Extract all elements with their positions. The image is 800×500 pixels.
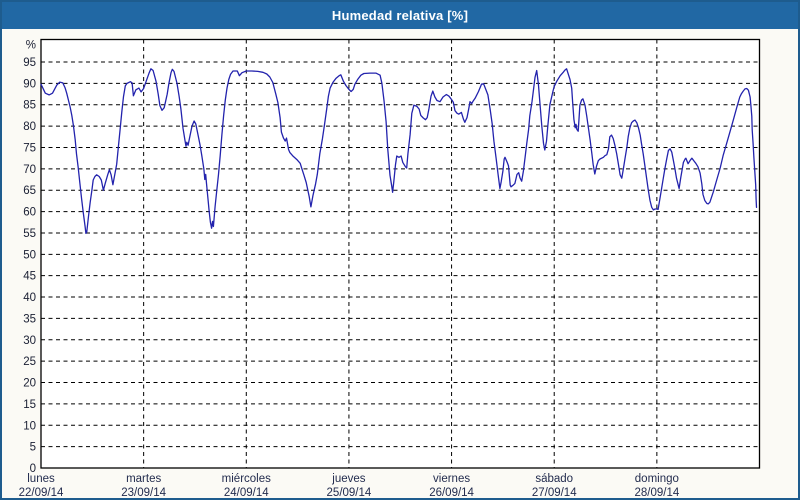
x-axis-date-label: 28/09/14 [634,487,679,498]
chart-title: Humedad relativa [%] [331,8,469,23]
y-tick-label: 80 [23,121,36,133]
y-tick-label: 25 [23,356,36,368]
y-tick-label: 0 [30,463,36,475]
x-axis-day-label: sábado [535,473,573,485]
x-axis-date-label: 24/09/14 [224,487,269,498]
y-tick-label: 20 [23,378,36,390]
y-tick-label: 90 [23,78,36,90]
x-axis-date-label: 27/09/14 [532,487,577,498]
y-tick-label: 75 [23,142,36,154]
x-axis-day-label: martes [126,473,161,485]
x-axis-date-label: 26/09/14 [429,487,474,498]
y-tick-label: 5 [30,442,36,454]
y-tick-label: 40 [23,292,36,304]
y-tick-label: 45 [23,271,36,283]
y-tick-label: 35 [23,313,36,325]
y-tick-label: 95 [23,57,36,69]
x-axis-day-label: viernes [433,473,470,485]
x-axis-day-label: lunes [27,473,55,485]
x-axis-date-label: 25/09/14 [327,487,372,498]
y-tick-label: 30 [23,335,36,347]
x-axis-day-label: miércoles [222,473,271,485]
y-tick-label: 10 [23,420,36,432]
x-axis-date-label: 22/09/14 [19,487,64,498]
y-tick-label: 60 [23,207,36,219]
x-axis-date-label: 23/09/14 [121,487,166,498]
y-axis-unit-label: % [26,40,36,52]
y-tick-label: 55 [23,228,36,240]
plot-area [41,39,760,468]
y-tick-label: 50 [23,249,36,261]
y-tick-label: 65 [23,185,36,197]
y-tick-label: 85 [23,100,36,112]
plot-border [40,38,761,469]
x-axis-day-label: jueves [331,473,365,485]
x-axis-day-label: domingo [635,473,679,485]
y-tick-label: 15 [23,399,36,411]
chart-title-bar: Humedad relativa [%] [2,2,798,29]
y-tick-label: 70 [23,164,36,176]
humidity-line [40,68,758,235]
